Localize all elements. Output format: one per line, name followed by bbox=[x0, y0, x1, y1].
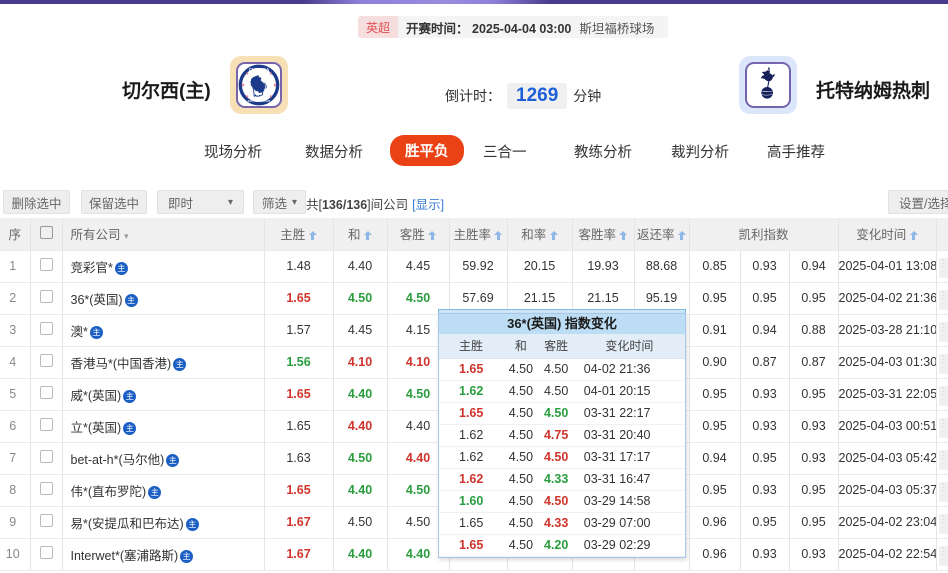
svg-text:CHELSEA: CHELSEA bbox=[249, 67, 270, 72]
svg-text:FOOTBALL CLUB: FOOTBALL CLUB bbox=[248, 100, 271, 103]
